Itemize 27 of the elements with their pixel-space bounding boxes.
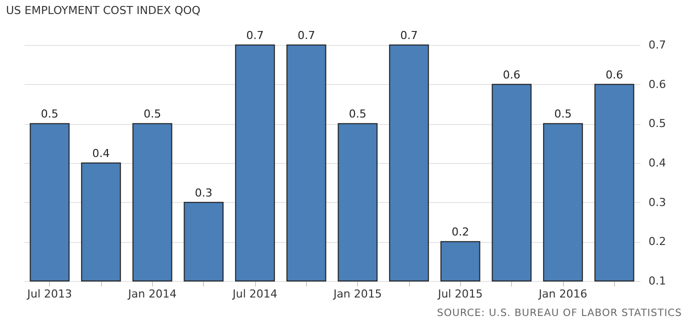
data-label: 0.6 <box>606 68 624 82</box>
data-label: 0.5 <box>40 108 58 121</box>
x-tick-label: Jan 2015 <box>332 288 382 300</box>
data-label: 0.7 <box>246 29 264 42</box>
data-label: 0.7 <box>400 29 418 42</box>
data-label: 0.4 <box>92 147 110 160</box>
chart-title: US EMPLOYMENT COST INDEX QOQ <box>6 4 200 17</box>
y-tick-label: 0.2 <box>648 235 666 248</box>
x-tick-label: Jul 2015 <box>436 288 483 300</box>
data-label: 0.3 <box>194 186 212 200</box>
data-label: 0.7 <box>298 29 316 42</box>
data-label: 0.5 <box>348 108 366 121</box>
x-tick-label: Jul 2013 <box>26 288 72 300</box>
data-label: 0.5 <box>554 108 572 121</box>
source-note: SOURCE: U.S. BUREAU OF LABOR STATISTICS <box>437 308 682 319</box>
x-tick-label: Jan 2016 <box>538 288 588 300</box>
y-tick-label: 0.7 <box>648 38 666 52</box>
data-label: 0.2 <box>452 226 470 239</box>
x-tick-label: Jul 2014 <box>232 288 278 300</box>
y-tick-label: 0.6 <box>648 78 666 91</box>
y-tick-label: 0.5 <box>648 117 666 130</box>
y-tick-label: 0.4 <box>648 156 666 170</box>
y-tick-label: 0.3 <box>648 196 666 209</box>
data-label: 0.5 <box>144 108 162 121</box>
data-label: 0.6 <box>502 68 520 82</box>
y-tick-label: 0.1 <box>648 274 666 288</box>
x-tick-label: Jan 2014 <box>127 288 177 300</box>
